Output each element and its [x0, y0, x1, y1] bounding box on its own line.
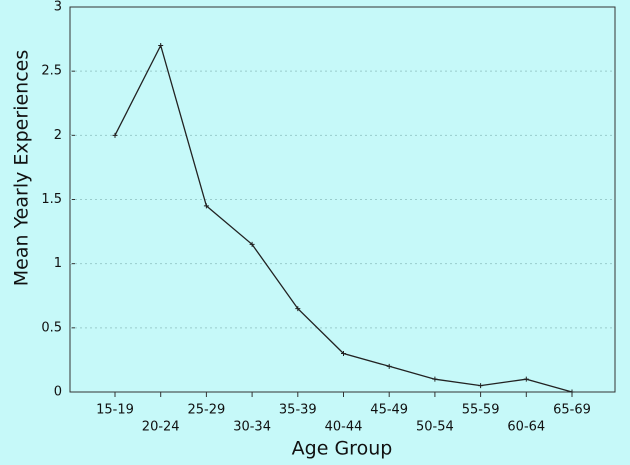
point-marker — [112, 132, 118, 138]
point-marker — [478, 383, 484, 389]
x-tick-label: 45-49 — [370, 403, 408, 418]
point-marker — [432, 376, 438, 382]
y-tick-label: 1.5 — [41, 192, 62, 207]
x-tick-label: 15-19 — [96, 403, 134, 418]
point-marker — [249, 241, 255, 247]
point-marker — [341, 351, 346, 356]
x-tick-label: 25-29 — [188, 403, 226, 418]
y-tick-label: 1 — [54, 256, 62, 271]
y-tick-label: 3 — [54, 0, 62, 15]
point-marker — [386, 363, 392, 369]
point-marker — [158, 43, 164, 48]
x-tick-label: 50-54 — [416, 420, 454, 435]
x-tick-label: 55-59 — [462, 403, 500, 418]
x-tick-label: 40-44 — [325, 420, 363, 435]
x-tick-label: 20-24 — [142, 420, 180, 435]
x-tick-label: 35-39 — [279, 403, 317, 418]
y-tick-label: 0 — [54, 385, 62, 400]
data-line — [114, 43, 573, 393]
x-axis-title: Age Group — [292, 438, 393, 460]
point-marker — [569, 389, 575, 395]
y-tick-label: 2.5 — [41, 64, 62, 79]
point-marker — [523, 376, 529, 382]
x-tick-label: 30-34 — [233, 420, 271, 435]
y-axis-title: Mean Yearly Experiences — [11, 50, 33, 286]
point-marker — [295, 306, 301, 312]
y-tick-label: 0.5 — [41, 320, 62, 335]
x-tick-label: 65-69 — [553, 403, 591, 418]
point-marker — [203, 203, 209, 209]
x-tick-label: 60-64 — [507, 420, 545, 435]
y-tick-label: 2 — [54, 128, 62, 143]
